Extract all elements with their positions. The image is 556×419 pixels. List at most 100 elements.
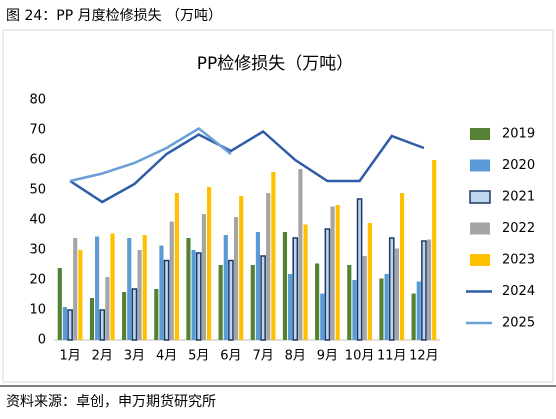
x-tick-label: 2月 xyxy=(92,349,113,364)
x-tick-label: 3月 xyxy=(124,349,145,364)
legend-label: 2025 xyxy=(502,316,535,331)
bar xyxy=(142,235,147,340)
bar xyxy=(266,193,271,340)
source-note: 资料来源：卓创，申万期货研究所 xyxy=(6,393,216,410)
y-tick-label: 50 xyxy=(29,183,46,198)
bar xyxy=(379,278,384,340)
bar xyxy=(320,293,325,340)
bar xyxy=(67,309,73,341)
legend-swatch xyxy=(470,128,490,140)
bar xyxy=(186,238,191,340)
bar xyxy=(169,221,174,340)
bar xyxy=(218,265,223,340)
x-tick-label: 7月 xyxy=(252,349,273,364)
line-series xyxy=(69,126,232,183)
bar xyxy=(73,238,78,340)
bar xyxy=(367,223,372,340)
bar xyxy=(298,169,303,340)
bar xyxy=(388,237,395,341)
chart-title: PP检修损失（万吨） xyxy=(197,54,354,74)
bar xyxy=(347,265,352,340)
legend-label: 2022 xyxy=(502,221,535,236)
y-tick-label: 10 xyxy=(29,303,46,318)
bar xyxy=(89,298,95,340)
bar xyxy=(271,172,276,340)
y-tick-label: 20 xyxy=(29,273,46,288)
bar xyxy=(239,196,244,340)
legend-label: 2024 xyxy=(502,284,535,299)
bar xyxy=(228,259,234,341)
legend-swatch xyxy=(470,222,490,235)
legend-label: 2020 xyxy=(502,158,535,173)
bar xyxy=(250,265,255,340)
y-tick-label: 0 xyxy=(38,333,46,348)
x-tick-label: 9月 xyxy=(317,349,338,364)
legend-swatch xyxy=(470,254,490,266)
y-tick-label: 40 xyxy=(29,213,46,228)
chart-frame xyxy=(2,29,554,383)
bar xyxy=(223,235,228,340)
bar xyxy=(315,263,320,340)
x-tick-label: 8月 xyxy=(285,349,306,364)
bar xyxy=(362,256,367,340)
bar xyxy=(432,160,437,340)
bar xyxy=(416,281,421,340)
bar xyxy=(292,237,299,341)
x-tick-label: 10月 xyxy=(345,349,375,364)
bar xyxy=(159,245,164,340)
bar xyxy=(421,240,427,341)
legend-label: 2023 xyxy=(502,253,535,268)
bar xyxy=(99,309,106,341)
x-tick-label: 4月 xyxy=(156,349,177,364)
bar xyxy=(195,252,202,341)
legend-label: 2019 xyxy=(502,127,535,142)
bar xyxy=(122,292,127,340)
bar xyxy=(131,288,138,341)
bar xyxy=(330,206,335,340)
bar xyxy=(105,277,110,340)
bar xyxy=(288,274,293,340)
bar xyxy=(255,232,261,340)
bar xyxy=(206,187,212,340)
y-tick-label: 70 xyxy=(29,123,46,138)
bar xyxy=(324,228,331,341)
bar xyxy=(137,250,142,340)
bar xyxy=(163,259,170,341)
y-tick-label: 80 xyxy=(29,93,46,108)
bar xyxy=(335,205,340,340)
x-tick-label: 5月 xyxy=(188,349,209,364)
x-tick-label: 1月 xyxy=(59,349,80,364)
bar xyxy=(352,280,357,340)
line-series xyxy=(69,129,425,204)
bar xyxy=(411,293,416,340)
bar xyxy=(110,233,115,340)
bar xyxy=(303,224,308,340)
bar xyxy=(154,289,159,340)
bar xyxy=(384,274,389,340)
bar xyxy=(356,198,363,341)
bar xyxy=(426,239,432,340)
bar xyxy=(127,238,132,340)
bar xyxy=(233,217,239,340)
figure-caption: 图 24：PP 月度检修损失 （万吨） xyxy=(6,8,222,24)
y-tick-label: 30 xyxy=(29,243,46,258)
legend-swatch xyxy=(470,159,490,172)
bar xyxy=(62,307,68,340)
legend-label: 2021 xyxy=(502,190,535,205)
bar xyxy=(191,250,196,340)
bar xyxy=(95,236,100,340)
bar xyxy=(78,250,83,340)
y-tick-label: 60 xyxy=(29,153,46,168)
legend-swatch xyxy=(469,190,491,204)
bar xyxy=(201,214,206,340)
bar xyxy=(260,255,266,341)
bar xyxy=(282,232,288,340)
bar xyxy=(399,193,405,340)
x-tick-label: 6月 xyxy=(220,349,241,364)
bar xyxy=(57,268,62,340)
bar xyxy=(174,193,179,340)
x-tick-label: 11月 xyxy=(377,349,407,364)
bar xyxy=(394,248,399,340)
x-tick-label: 12月 xyxy=(409,349,439,364)
